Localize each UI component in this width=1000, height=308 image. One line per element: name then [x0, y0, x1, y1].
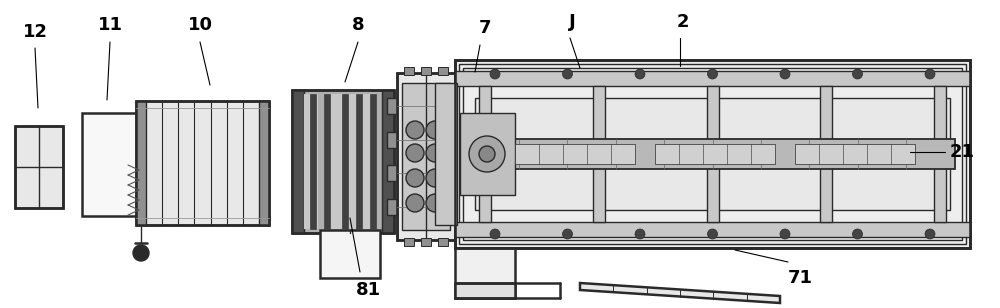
Bar — [259, 101, 269, 225]
Circle shape — [562, 69, 572, 79]
Bar — [402, 83, 450, 230]
Bar — [136, 101, 146, 225]
Circle shape — [562, 229, 572, 239]
Text: 2: 2 — [677, 13, 689, 31]
Circle shape — [426, 169, 444, 187]
Text: 71: 71 — [787, 269, 812, 287]
Bar — [404, 238, 414, 246]
Bar — [387, 98, 397, 114]
Bar — [515, 144, 635, 164]
Bar — [593, 86, 605, 222]
Circle shape — [635, 69, 645, 79]
Bar — [460, 113, 515, 195]
Text: 11: 11 — [98, 16, 123, 34]
Circle shape — [426, 194, 444, 212]
Bar — [397, 73, 455, 240]
Bar — [655, 144, 775, 164]
Bar — [304, 94, 318, 229]
Bar — [820, 86, 832, 222]
Bar — [438, 238, 448, 246]
Text: 21: 21 — [949, 143, 974, 161]
Bar — [362, 94, 376, 229]
Circle shape — [133, 245, 149, 261]
Circle shape — [708, 229, 718, 239]
Circle shape — [469, 136, 505, 172]
Bar — [292, 90, 304, 233]
Bar — [475, 98, 950, 210]
Bar — [455, 71, 970, 86]
Text: 10: 10 — [188, 16, 213, 34]
Bar — [795, 144, 915, 164]
Text: J: J — [569, 13, 575, 31]
Circle shape — [406, 144, 424, 162]
Circle shape — [852, 229, 862, 239]
Bar — [324, 94, 330, 229]
Circle shape — [406, 194, 424, 212]
Bar — [292, 90, 394, 233]
Circle shape — [406, 121, 424, 139]
Circle shape — [426, 144, 444, 162]
Bar — [421, 67, 431, 75]
Text: 8: 8 — [352, 16, 364, 34]
Bar — [136, 101, 269, 225]
Bar — [356, 94, 362, 229]
Bar — [404, 67, 414, 75]
Bar — [459, 64, 966, 244]
Bar — [342, 94, 348, 229]
Bar — [470, 139, 955, 169]
Circle shape — [708, 69, 718, 79]
Bar — [292, 90, 394, 233]
Bar — [348, 94, 362, 229]
Circle shape — [635, 229, 645, 239]
Bar — [421, 238, 431, 246]
Bar — [320, 230, 380, 278]
Bar — [479, 86, 491, 222]
Bar — [82, 113, 137, 216]
Circle shape — [780, 69, 790, 79]
Bar — [136, 101, 269, 225]
Bar — [15, 126, 63, 208]
Text: 81: 81 — [355, 281, 381, 299]
Bar — [382, 90, 394, 233]
Circle shape — [780, 229, 790, 239]
Bar — [370, 94, 376, 229]
Bar — [934, 86, 946, 222]
Bar — [397, 73, 455, 240]
Bar — [706, 86, 718, 222]
Circle shape — [852, 69, 862, 79]
Text: 7: 7 — [479, 19, 491, 37]
Bar — [310, 94, 316, 229]
Bar — [463, 68, 962, 240]
Bar — [455, 283, 515, 298]
Text: 12: 12 — [23, 23, 48, 41]
Circle shape — [925, 69, 935, 79]
Bar — [387, 199, 397, 215]
Bar — [455, 60, 970, 248]
Bar — [455, 222, 970, 237]
Bar — [435, 83, 457, 225]
Bar — [455, 248, 515, 298]
Bar — [455, 60, 970, 248]
Bar — [330, 94, 344, 229]
Polygon shape — [580, 283, 780, 303]
Circle shape — [426, 121, 444, 139]
Bar — [438, 67, 448, 75]
Bar — [387, 132, 397, 148]
Circle shape — [479, 146, 495, 162]
Bar — [15, 126, 63, 208]
Bar — [455, 60, 970, 248]
Circle shape — [925, 229, 935, 239]
Circle shape — [406, 169, 424, 187]
Circle shape — [490, 229, 500, 239]
Circle shape — [490, 69, 500, 79]
Bar — [387, 165, 397, 181]
